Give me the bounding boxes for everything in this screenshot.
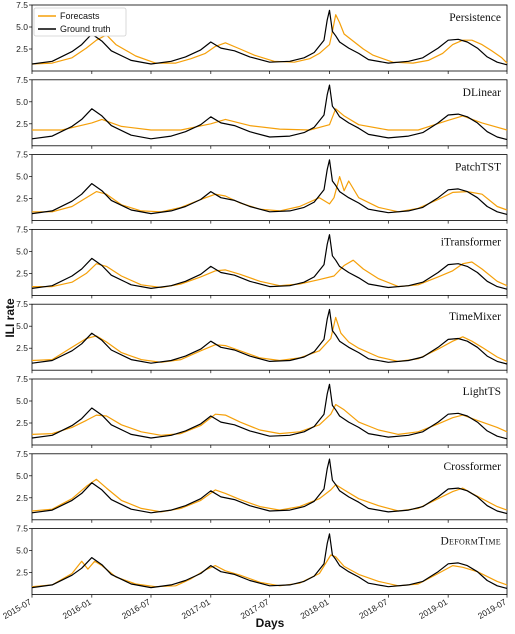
forecast-line <box>31 403 508 436</box>
panels-group: 2.5 5.0 7.5 Persistence 2.5 5.0 7.5 DLinear 2.5 5… <box>16 0 508 598</box>
legend-box <box>33 7 127 37</box>
panel-title: DLinear <box>463 87 501 99</box>
y-tick-label: 7.5 <box>16 449 28 459</box>
y-tick-label: 7.5 <box>16 524 28 534</box>
legend-forecast-label: Forecasts <box>60 11 100 21</box>
y-tick-label: 2.5 <box>16 418 28 428</box>
panel-frame <box>31 453 508 521</box>
y-tick-label: 7.5 <box>16 299 28 309</box>
panel-title: iTransformer <box>441 236 501 248</box>
panel-title: LightTS <box>463 386 501 398</box>
x-tick-label: 2015-07 <box>1 597 33 621</box>
panel-crossformer: 2.5 5.0 7.5 Crossformer <box>16 449 508 523</box>
panel-itransformer: 2.5 5.0 7.5 iTransformer <box>16 224 508 299</box>
x-tick-label: 2016-01 <box>61 597 93 621</box>
panel-frame <box>31 154 508 222</box>
forecast-line <box>32 108 508 131</box>
panel-frame <box>31 228 508 296</box>
y-tick-label: 5.0 <box>16 22 28 32</box>
ground-truth-line <box>31 383 508 440</box>
y-tick-label: 7.5 <box>16 150 28 160</box>
panel-frame <box>31 79 508 147</box>
panel-frame <box>31 378 508 446</box>
y-tick-label: 5.0 <box>16 97 28 107</box>
ground-truth-line <box>31 234 508 290</box>
forecast-line <box>31 14 508 65</box>
y-tick-label: 7.5 <box>16 75 28 85</box>
legend-truth-label: Ground truth <box>60 24 111 34</box>
y-tick-label: 5.0 <box>16 172 28 182</box>
forecast-line <box>31 478 508 513</box>
y-tick-label: 2.5 <box>16 268 28 278</box>
x-tick-label: 2016-07 <box>120 597 152 621</box>
y-tick-label: 2.5 <box>16 568 28 578</box>
x-tick-label: 2019-01 <box>417 597 449 621</box>
y-axis-label: ILI rate <box>3 298 17 338</box>
ground-truth-line <box>31 159 508 215</box>
panel-frame <box>31 303 508 371</box>
x-tick-label: 2018-01 <box>298 597 330 621</box>
panel-frame <box>31 528 508 595</box>
y-tick-label: 5.0 <box>16 246 28 256</box>
forecast-line <box>31 316 508 363</box>
panel-title: Crossformer <box>444 461 502 473</box>
panel-dlinear: 2.5 5.0 7.5 DLinear <box>16 75 508 149</box>
y-tick-label: 5.0 <box>16 471 28 481</box>
ground-truth-line <box>31 9 508 66</box>
ground-truth-line <box>31 458 508 515</box>
y-tick-label: 2.5 <box>16 493 28 503</box>
y-tick-label: 5.0 <box>16 546 28 556</box>
x-tick-label: 2018-07 <box>357 597 389 621</box>
x-tick-label: 2019-07 <box>476 597 508 621</box>
x-axis-label: Days <box>256 616 285 630</box>
y-tick-label: 2.5 <box>16 194 28 204</box>
forecast-line <box>32 259 508 289</box>
y-tick-label: 2.5 <box>16 343 28 353</box>
panel-title: Persistence <box>449 12 501 24</box>
y-tick-label: 7.5 <box>16 374 28 384</box>
panel-lightts: 2.5 5.0 7.5 LightTS <box>16 374 508 448</box>
panel-title: DeformTime <box>440 536 501 548</box>
y-tick-label: 5.0 <box>16 396 28 406</box>
panel-title: PatchTST <box>455 162 501 174</box>
forecast-line <box>32 176 508 213</box>
y-tick-label: 2.5 <box>16 44 28 54</box>
legend: Forecasts Ground truth <box>33 7 127 37</box>
x-tick-labels: 2015-07 2016-01 2016-07 2017-01 2017-07 2018-… <box>1 597 508 621</box>
panel-patchtst: 2.5 5.0 7.5 PatchTST <box>16 150 508 224</box>
ground-truth-line <box>31 84 508 141</box>
y-tick-label: 7.5 <box>16 224 28 234</box>
ground-truth-line <box>31 533 508 589</box>
y-tick-label: 7.5 <box>16 0 28 10</box>
x-tick-label: 2017-01 <box>180 597 212 621</box>
panel-title: TimeMixer <box>449 311 501 323</box>
panel-persistence: 2.5 5.0 7.5 Persistence <box>16 0 508 74</box>
y-tick-label: 2.5 <box>16 119 28 129</box>
y-tick-label: 5.0 <box>16 321 28 331</box>
ground-truth-line <box>31 308 508 365</box>
panel-deformtime: 2.5 5.0 7.5 DeformTime <box>16 524 508 598</box>
forecast-line <box>31 554 508 588</box>
panel-timemixer: 2.5 5.0 7.5 TimeMixer <box>16 299 508 374</box>
